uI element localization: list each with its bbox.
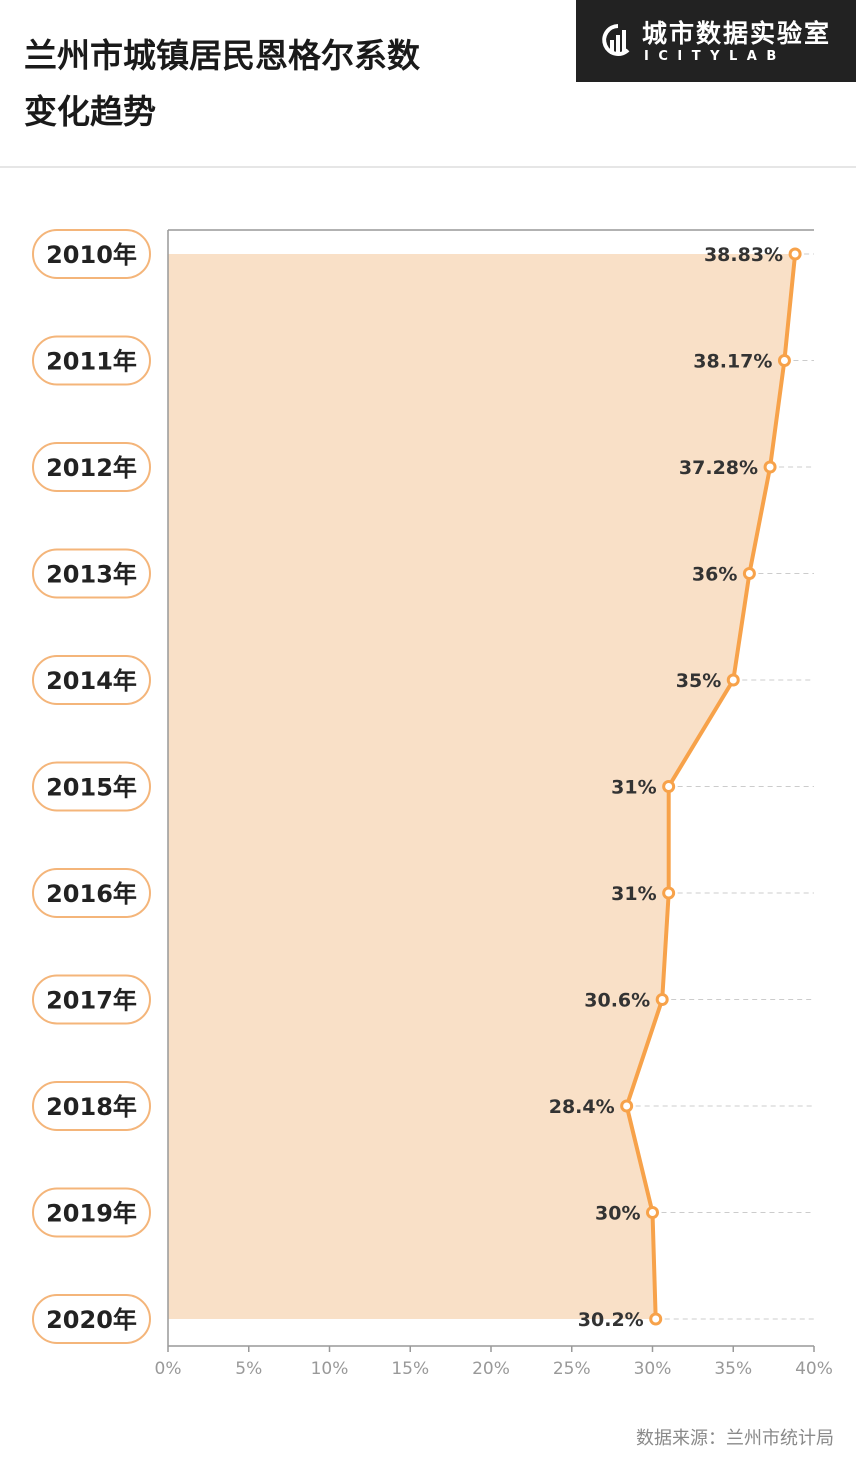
data-point <box>788 247 802 261</box>
data-label: 37.28% <box>679 457 758 479</box>
data-label: 35% <box>676 670 721 692</box>
page-title: 兰州市城镇居民恩格尔系数 变化趋势 <box>24 36 420 131</box>
x-tick-label: 20% <box>472 1359 510 1379</box>
year-label: 2010年 <box>46 241 137 269</box>
data-point <box>662 886 676 900</box>
year-label-pill <box>32 1081 151 1131</box>
data-label: 31% <box>611 883 656 905</box>
year-label: 2014年 <box>46 667 137 695</box>
year-label-pill <box>32 974 151 1025</box>
brand-logo: 城市数据实验室 ICITYLAB <box>576 0 856 82</box>
data-source: 数据来源：兰州市统计局 <box>636 1428 834 1449</box>
x-tick-label: 0% <box>155 1359 182 1379</box>
year-label: 2020年 <box>46 1306 137 1334</box>
year-label: 2016年 <box>46 880 137 908</box>
year-label-pill <box>32 868 151 918</box>
data-point <box>649 1312 663 1326</box>
data-point <box>620 1099 634 1113</box>
year-label: 2013年 <box>46 561 137 589</box>
data-label: 36% <box>692 564 737 586</box>
year-label: 2015年 <box>46 774 137 802</box>
data-label: 30.2% <box>578 1309 644 1331</box>
data-point <box>777 354 791 367</box>
header-divider <box>0 166 856 168</box>
x-tick-label: 25% <box>553 1359 591 1379</box>
data-point <box>726 673 740 687</box>
year-label-pill <box>32 761 151 812</box>
year-label-pill <box>32 229 151 279</box>
logo-title: 城市数据实验室 <box>642 19 832 48</box>
data-label: 31% <box>611 777 656 799</box>
engel-coefficient-chart: 0% 5% 10% 15% 20% 25% 30% 35% 40% 38.83% 38.17% 37.… <box>32 229 833 1379</box>
year-label-pill <box>32 1294 151 1344</box>
data-label: 30% <box>595 1203 640 1225</box>
year-label: 2017年 <box>46 987 137 1015</box>
x-tick-label: 15% <box>391 1359 429 1379</box>
year-label: 2011年 <box>46 348 137 376</box>
data-point <box>763 460 777 474</box>
data-label: 38.83% <box>704 244 783 266</box>
data-point <box>742 567 756 580</box>
year-label-pill <box>32 335 151 386</box>
data-point <box>655 993 669 1006</box>
year-label-pill <box>32 548 151 599</box>
year-label-pill <box>32 442 151 492</box>
x-tick-label: 10% <box>311 1359 349 1379</box>
logo-subtitle: ICITYLAB <box>644 49 786 64</box>
data-label: 38.17% <box>693 351 772 373</box>
year-label: 2018年 <box>46 1093 137 1121</box>
x-tick-label: 30% <box>634 1359 672 1379</box>
data-point <box>662 780 676 793</box>
x-tick-label: 35% <box>714 1359 752 1379</box>
year-label-pill <box>32 1187 151 1238</box>
x-tick-label: 40% <box>795 1359 833 1379</box>
x-tick-label: 5% <box>235 1359 262 1379</box>
data-label: 30.6% <box>584 990 650 1012</box>
logo-chart-icon <box>602 24 630 56</box>
data-point <box>646 1206 659 1219</box>
year-label-pill <box>32 655 151 705</box>
year-label: 2012年 <box>46 454 137 482</box>
year-label: 2019年 <box>46 1200 137 1228</box>
chart-area-fill <box>168 254 796 1319</box>
data-label: 28.4% <box>549 1096 615 1118</box>
